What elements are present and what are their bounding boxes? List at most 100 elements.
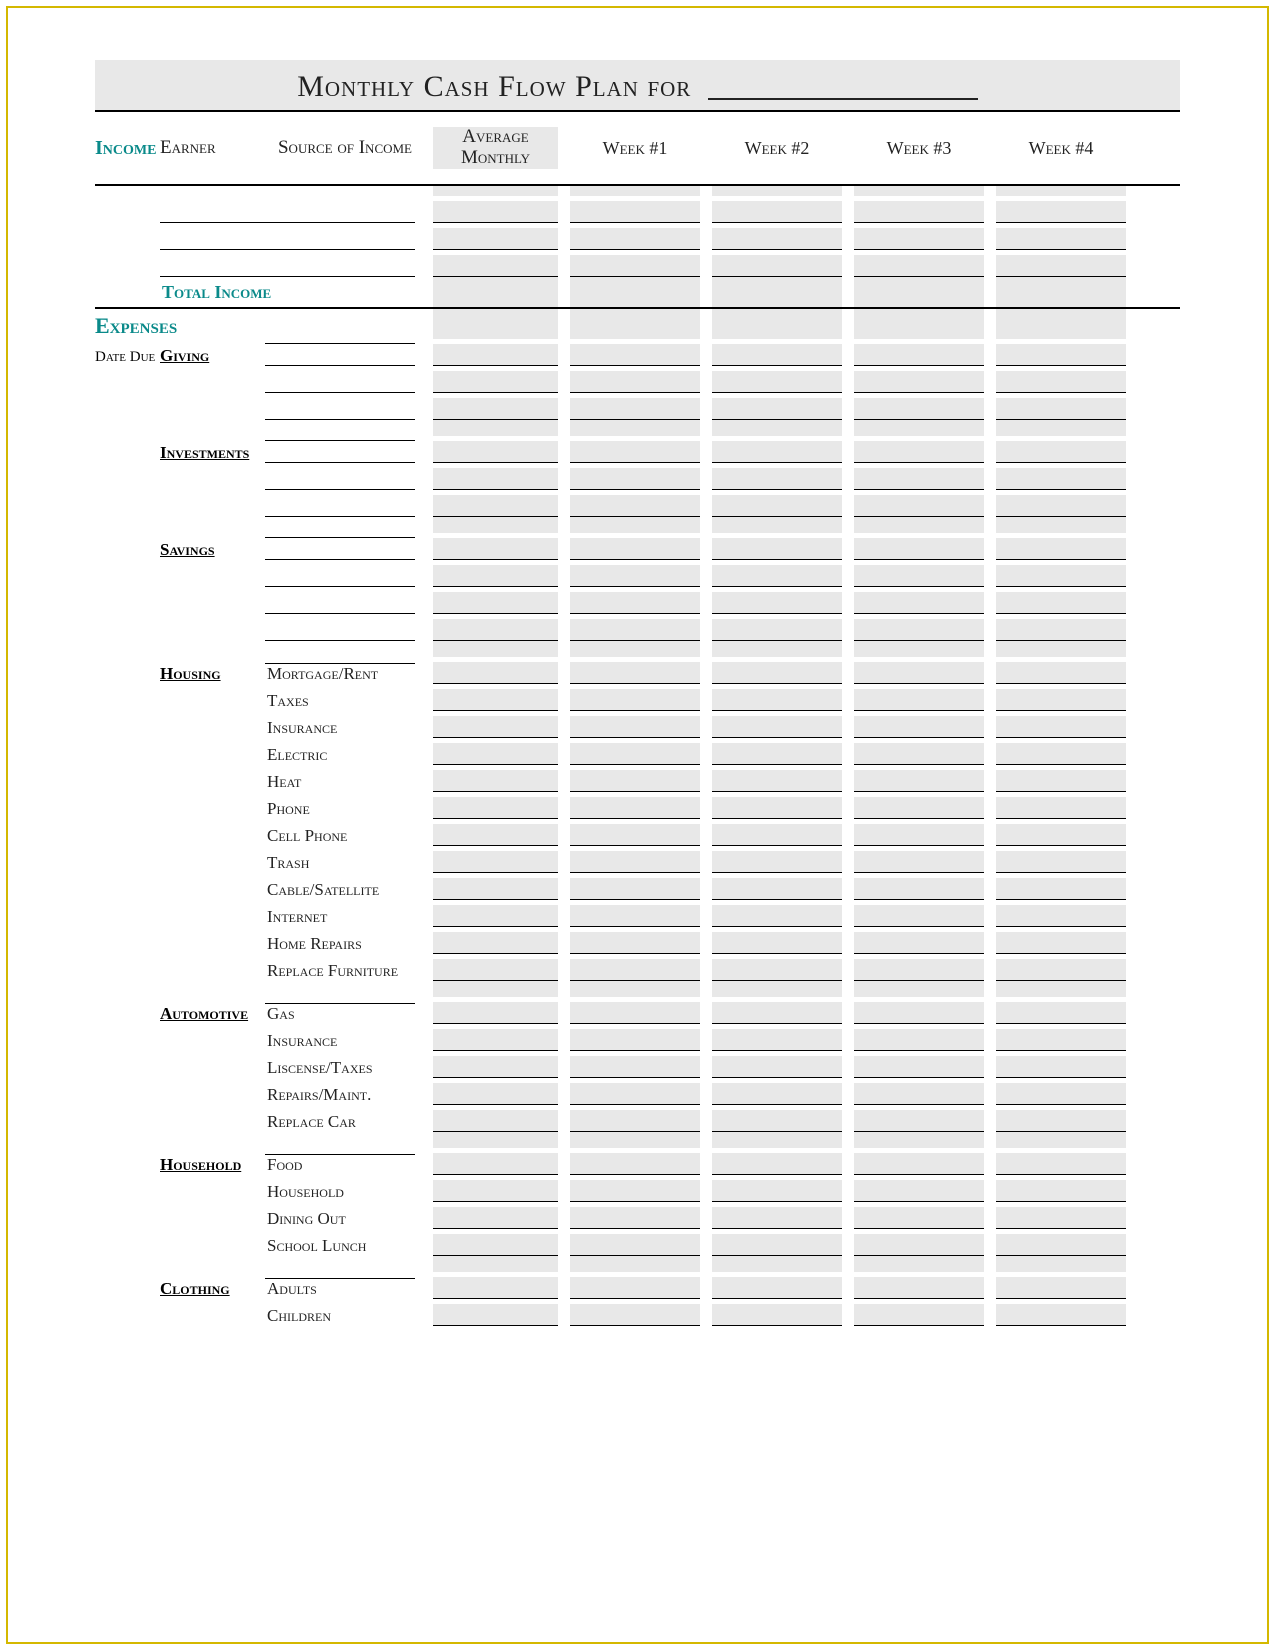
cell-week-1[interactable] [570,228,700,250]
source-field[interactable] [265,201,415,223]
cell-week-4[interactable] [996,1029,1126,1051]
cell-week-3[interactable] [854,716,984,738]
cell-week-3[interactable] [854,371,984,393]
cell-week-2[interactable] [712,565,842,587]
cell-week-2[interactable] [712,538,842,560]
cell-week-3[interactable] [854,1002,984,1024]
cell-avg[interactable] [433,228,558,250]
cell-avg[interactable] [433,1207,558,1229]
cell-week-2[interactable] [712,344,842,366]
cell-week-2[interactable] [712,1234,842,1256]
cell-avg[interactable] [433,619,558,641]
cell-week-3[interactable] [854,1277,984,1299]
cell-week-4[interactable] [996,689,1126,711]
cell-avg[interactable] [433,1153,558,1175]
expense-item-field[interactable] [265,398,415,420]
cell-week-2[interactable] [712,1056,842,1078]
cell-week-1[interactable] [570,1153,700,1175]
cell-week-4[interactable] [996,743,1126,765]
cell-week-2[interactable] [712,1083,842,1105]
cell-week-1[interactable] [570,743,700,765]
cell-week-2[interactable] [712,851,842,873]
cell-avg[interactable] [433,1277,558,1299]
cell-avg[interactable] [433,441,558,463]
cell-week-4[interactable] [996,565,1126,587]
cell-week-4[interactable] [996,344,1126,366]
cell-week-4[interactable] [996,932,1126,954]
cell-week-3[interactable] [854,959,984,981]
cell-week-1[interactable] [570,716,700,738]
cell-week-3[interactable] [854,878,984,900]
expense-item-field[interactable] [265,441,415,463]
cell-week-3[interactable] [854,1083,984,1105]
cell-avg[interactable] [433,201,558,223]
cell-week-2[interactable] [712,959,842,981]
cell-week-2[interactable] [712,441,842,463]
cell-week-1[interactable] [570,905,700,927]
cell-week-1[interactable] [570,689,700,711]
cell-week-4[interactable] [996,1180,1126,1202]
cell-week-2[interactable] [712,932,842,954]
expense-item-field[interactable] [265,565,415,587]
cell-week-3[interactable] [854,538,984,560]
source-field[interactable] [265,228,415,250]
cell-week-1[interactable] [570,619,700,641]
cell-week-3[interactable] [854,441,984,463]
cell-week-4[interactable] [996,770,1126,792]
cell-week-3[interactable] [854,398,984,420]
cell-week-2[interactable] [712,1110,842,1132]
cell-avg[interactable] [433,495,558,517]
cell-week-1[interactable] [570,1083,700,1105]
cell-avg[interactable] [433,1029,558,1051]
cell-avg[interactable] [433,824,558,846]
cell-week-2[interactable] [712,592,842,614]
cell-week-2[interactable] [712,905,842,927]
cell-week-3[interactable] [854,619,984,641]
cell-week-1[interactable] [570,255,700,277]
cell-week-2[interactable] [712,255,842,277]
cell-week-1[interactable] [570,878,700,900]
cell-week-2[interactable] [712,1277,842,1299]
cell-week-4[interactable] [996,905,1126,927]
cell-week-3[interactable] [854,468,984,490]
cell-week-1[interactable] [570,201,700,223]
cell-week-4[interactable] [996,255,1126,277]
cell-week-3[interactable] [854,565,984,587]
cell-avg[interactable] [433,255,558,277]
cell-avg[interactable] [433,770,558,792]
cell-week-3[interactable] [854,228,984,250]
cell-week-3[interactable] [854,1153,984,1175]
cell-week-3[interactable] [854,743,984,765]
cell-week-1[interactable] [570,398,700,420]
cell-week-1[interactable] [570,851,700,873]
expense-item-field[interactable] [265,468,415,490]
cell-week-3[interactable] [854,1056,984,1078]
earner-field[interactable] [160,228,265,250]
cell-week-1[interactable] [570,565,700,587]
cell-week-2[interactable] [712,1153,842,1175]
cell-week-3[interactable] [854,201,984,223]
cell-week-4[interactable] [996,201,1126,223]
cell-avg[interactable] [433,797,558,819]
cell-week-2[interactable] [712,1002,842,1024]
cell-week-3[interactable] [854,905,984,927]
cell-week-4[interactable] [996,1153,1126,1175]
cell-week-1[interactable] [570,959,700,981]
cell-week-3[interactable] [854,1180,984,1202]
cell-week-3[interactable] [854,1029,984,1051]
cell-week-1[interactable] [570,538,700,560]
cell-week-1[interactable] [570,770,700,792]
cell-avg[interactable] [433,1110,558,1132]
cell-week-1[interactable] [570,824,700,846]
cell-avg[interactable] [433,743,558,765]
cell-week-1[interactable] [570,592,700,614]
cell-avg[interactable] [433,1056,558,1078]
cell-avg[interactable] [433,689,558,711]
cell-week-4[interactable] [996,878,1126,900]
cell-week-1[interactable] [570,1277,700,1299]
expense-item-field[interactable] [265,495,415,517]
cell-week-3[interactable] [854,495,984,517]
cell-week-4[interactable] [996,1207,1126,1229]
cell-week-4[interactable] [996,1110,1126,1132]
cell-week-2[interactable] [712,1304,842,1326]
